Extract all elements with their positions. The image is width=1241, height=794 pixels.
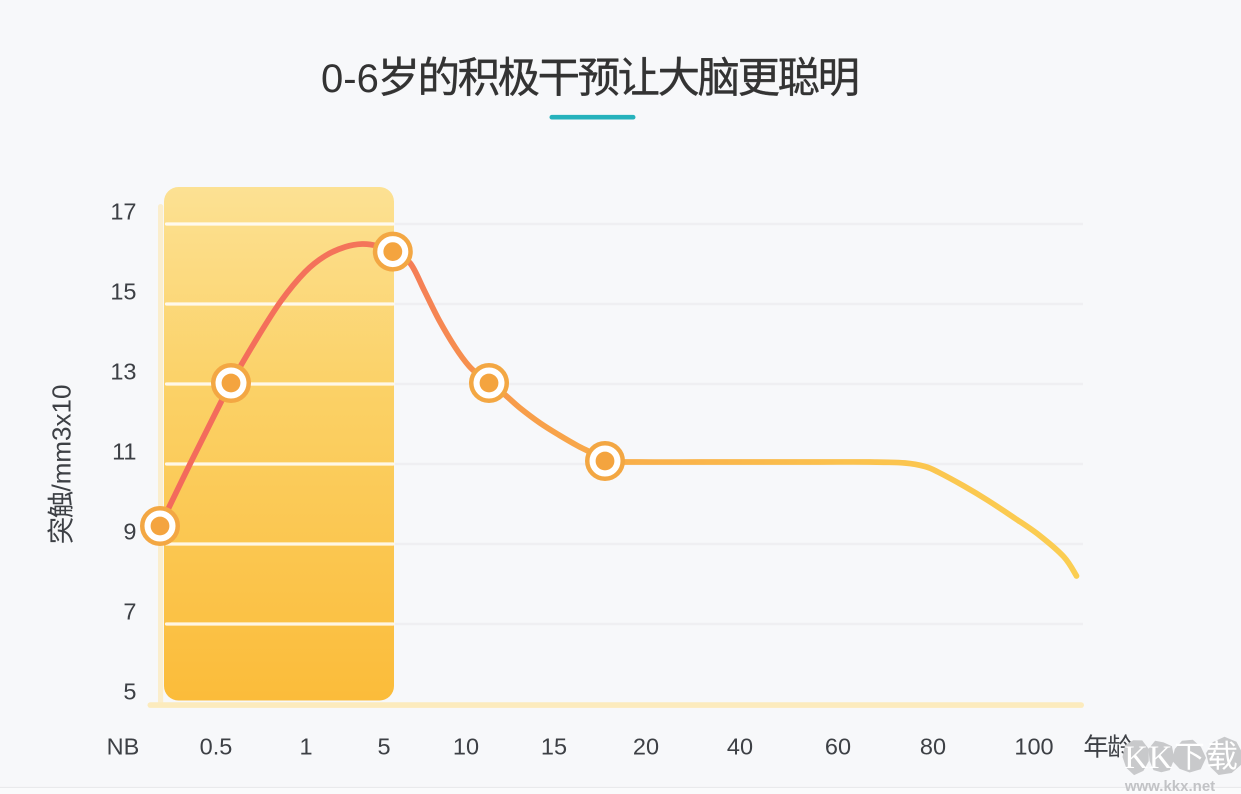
svg-text:15: 15 bbox=[110, 279, 136, 305]
svg-text:1: 1 bbox=[299, 734, 312, 760]
svg-text:NB: NB bbox=[107, 734, 140, 760]
svg-text:5: 5 bbox=[377, 734, 390, 760]
svg-text:0-6: 0-6 bbox=[321, 57, 379, 101]
svg-text:5: 5 bbox=[123, 679, 136, 705]
svg-text:K: K bbox=[1124, 740, 1148, 776]
svg-text:0.5: 0.5 bbox=[200, 734, 233, 760]
svg-text:100: 100 bbox=[1014, 734, 1053, 760]
svg-text:15: 15 bbox=[541, 734, 567, 760]
svg-text:13: 13 bbox=[110, 359, 136, 385]
svg-text:80: 80 bbox=[920, 734, 946, 760]
svg-text:www.kkx.net: www.kkx.net bbox=[1124, 778, 1215, 794]
svg-text:9: 9 bbox=[123, 519, 136, 545]
svg-text:17: 17 bbox=[110, 199, 136, 225]
svg-text:11: 11 bbox=[112, 439, 136, 465]
svg-text:40: 40 bbox=[727, 734, 753, 760]
svg-text:K: K bbox=[1149, 740, 1173, 776]
svg-text:/mm3x10: /mm3x10 bbox=[47, 385, 77, 492]
svg-text:60: 60 bbox=[825, 734, 851, 760]
svg-text:20: 20 bbox=[633, 734, 659, 760]
svg-text:7: 7 bbox=[123, 599, 136, 625]
svg-text:10: 10 bbox=[453, 734, 479, 760]
